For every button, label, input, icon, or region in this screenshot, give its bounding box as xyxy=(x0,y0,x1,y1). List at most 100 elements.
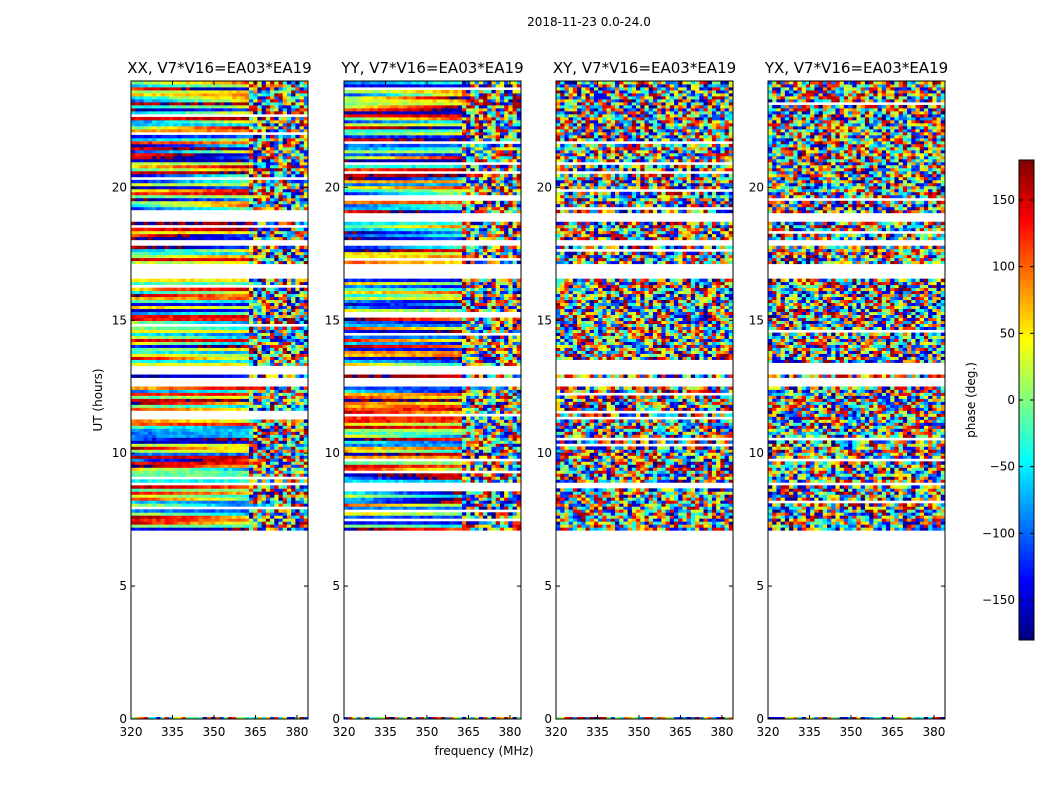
heatmap-cell xyxy=(265,278,271,283)
heatmap-cell xyxy=(173,431,178,435)
heatmap-cell xyxy=(139,119,145,124)
heatmap-cell xyxy=(244,518,250,522)
heatmap-cell xyxy=(211,161,216,166)
heatmap-cell xyxy=(265,437,271,441)
heatmap-cell xyxy=(244,188,250,193)
heatmap-cell xyxy=(181,188,187,193)
heatmap-cell xyxy=(253,122,258,127)
heatmap-cell xyxy=(261,107,267,112)
heatmap-cell xyxy=(164,155,170,160)
heatmap-cell xyxy=(177,143,182,148)
heatmap-cell xyxy=(274,494,279,498)
heatmap-cell xyxy=(270,452,275,456)
heatmap-cell xyxy=(261,326,267,330)
heatmap-cell xyxy=(265,221,271,226)
heatmap-cell xyxy=(164,521,170,525)
heatmap-cell xyxy=(139,341,145,345)
heatmap-cell xyxy=(190,350,195,354)
heatmap-cell xyxy=(156,425,161,429)
heatmap-cell xyxy=(139,89,145,94)
heatmap-cell xyxy=(282,395,288,399)
heatmap-cell xyxy=(232,167,237,172)
heatmap-cell xyxy=(257,329,263,333)
heatmap-cell xyxy=(295,179,300,184)
heatmap-cell xyxy=(177,140,182,145)
heatmap-cell xyxy=(143,227,149,232)
heatmap-cell xyxy=(173,149,178,154)
heatmap-cell xyxy=(253,386,258,390)
heatmap-cell xyxy=(257,353,263,357)
heatmap-cell xyxy=(286,470,292,474)
heatmap-cell xyxy=(232,221,237,226)
heatmap-cell xyxy=(274,449,279,453)
heatmap-cell xyxy=(261,392,267,396)
heatmap-cell xyxy=(181,104,187,109)
heatmap-cell xyxy=(227,512,233,516)
heatmap-cell xyxy=(303,335,309,339)
heatmap-cell xyxy=(190,143,195,148)
heatmap-cell xyxy=(261,500,267,504)
heatmap-cell xyxy=(168,350,174,354)
heatmap-cell xyxy=(303,107,309,112)
heatmap-cell xyxy=(299,188,305,193)
heatmap-cell xyxy=(215,152,220,157)
heatmap-cell xyxy=(177,458,182,462)
heatmap-cell xyxy=(198,341,204,345)
heatmap-cell xyxy=(270,431,275,435)
heatmap-cell xyxy=(164,188,170,193)
heatmap-cell xyxy=(303,473,309,477)
heatmap-cell xyxy=(219,197,225,202)
heatmap-cell xyxy=(185,350,191,354)
heatmap-cell xyxy=(278,488,284,492)
heatmap-cell xyxy=(227,89,233,94)
heatmap-cell xyxy=(156,296,161,301)
heatmap-cell xyxy=(185,278,191,283)
heatmap-cell xyxy=(156,392,161,396)
heatmap-cell xyxy=(253,248,258,253)
heatmap-cell xyxy=(215,305,220,310)
heatmap-cell xyxy=(249,185,254,190)
heatmap-cell xyxy=(131,86,136,91)
heatmap-cell xyxy=(227,248,233,253)
heatmap-cell xyxy=(232,287,237,292)
heatmap-cell xyxy=(143,92,149,97)
heatmap-cell xyxy=(143,248,149,253)
heatmap-cell xyxy=(177,452,182,456)
heatmap-cell xyxy=(131,353,136,357)
heatmap-cell xyxy=(215,488,220,492)
heatmap-cell xyxy=(135,407,140,411)
heatmap-cell xyxy=(156,248,161,253)
heatmap-cell xyxy=(131,515,136,519)
heatmap-cell xyxy=(278,503,284,507)
heatmap-cell xyxy=(261,341,267,345)
heatmap-cell xyxy=(219,179,225,184)
heatmap-cell xyxy=(291,200,296,205)
heatmap-cell xyxy=(177,152,182,157)
heatmap-cell xyxy=(202,206,208,211)
heatmap-cell xyxy=(168,167,174,172)
heatmap-cell xyxy=(156,260,161,265)
heatmap-cell xyxy=(274,299,279,304)
heatmap-cell xyxy=(190,455,195,459)
heatmap-cell xyxy=(181,110,187,115)
heatmap-cell xyxy=(219,290,225,295)
heatmap-cell xyxy=(198,149,204,154)
heatmap-cell xyxy=(232,122,237,127)
heatmap-cell xyxy=(139,503,145,507)
heatmap-cell xyxy=(244,158,250,163)
heatmap-cell xyxy=(282,311,288,316)
heatmap-cell xyxy=(147,89,153,94)
heatmap-cell xyxy=(177,170,182,175)
heatmap-cell xyxy=(202,221,208,226)
heatmap-cell xyxy=(164,233,170,238)
heatmap-cell xyxy=(232,197,237,202)
heatmap-cell xyxy=(227,152,233,157)
heatmap-cell xyxy=(160,485,166,489)
heatmap-cell xyxy=(194,335,199,339)
heatmap-cell xyxy=(286,254,292,259)
heatmap-cell xyxy=(156,287,161,292)
heatmap-cell xyxy=(253,431,258,435)
heatmap-cell xyxy=(282,497,288,501)
heatmap-cell xyxy=(240,515,246,519)
heatmap-cell xyxy=(173,125,178,130)
